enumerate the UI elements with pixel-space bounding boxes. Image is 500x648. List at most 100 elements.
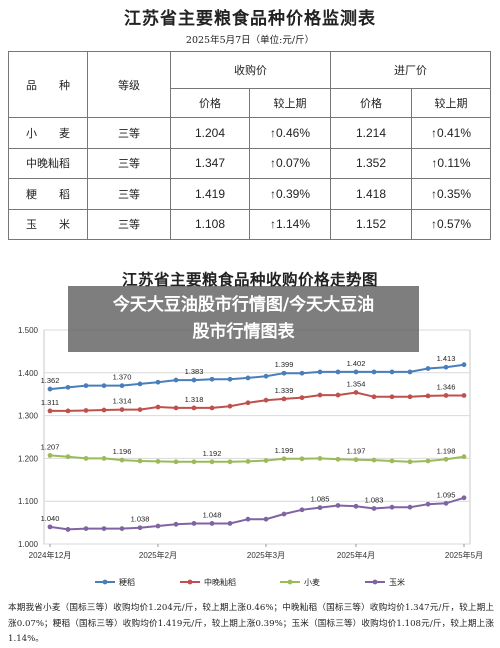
cell-variety: 小 麦 — [8, 117, 88, 149]
data-point — [371, 457, 377, 463]
data-label: 1.383 — [185, 367, 204, 376]
data-point — [155, 404, 161, 410]
data-point — [389, 458, 395, 464]
series-line-3 — [49, 496, 465, 531]
data-point — [335, 369, 341, 375]
data-point — [119, 526, 125, 531]
cell-factory-change: ↑0.57% — [411, 208, 491, 240]
data-point — [227, 521, 233, 526]
data-label: 1.083 — [365, 495, 384, 504]
legend-marker — [102, 579, 108, 585]
data-point — [425, 501, 431, 507]
data-point — [47, 386, 53, 392]
legend-label: 粳稻 — [119, 577, 135, 587]
legend-label: 小麦 — [304, 577, 320, 587]
header-grade: 等级 — [87, 51, 171, 118]
data-point — [407, 369, 413, 375]
data-label: 1.197 — [347, 447, 366, 456]
data-point — [101, 407, 107, 413]
cell-factory-change: ↑0.35% — [411, 178, 491, 210]
data-point — [245, 400, 251, 406]
data-point — [407, 504, 413, 510]
cell-purchase-change: ↑0.07% — [249, 147, 331, 179]
data-point — [137, 381, 143, 387]
data-label: 1.095 — [437, 490, 456, 499]
series-line-1 — [50, 391, 464, 412]
data-point — [461, 393, 467, 398]
data-point — [191, 521, 197, 526]
data-point — [425, 458, 431, 464]
data-label: 1.346 — [437, 382, 456, 391]
legend-label: 玉米 — [389, 577, 405, 587]
data-point — [65, 527, 71, 532]
data-label: 1.402 — [347, 359, 366, 368]
data-point — [119, 457, 125, 463]
x-tick-label: 2025年2月 — [139, 550, 177, 560]
header-purchase-price: 收购价 — [170, 51, 331, 89]
cell-purchase-change: ↑0.39% — [249, 178, 331, 210]
cell-purchase-change: ↑1.14% — [249, 208, 331, 240]
data-point — [245, 458, 251, 464]
data-point — [101, 526, 107, 531]
data-point — [299, 456, 305, 462]
price-table: 品 种 等级 收购价 进厂价 价格 较上期 价格 较上期 小 麦 三等 1.20… — [8, 51, 491, 240]
data-point — [353, 390, 359, 395]
data-point — [137, 407, 143, 413]
data-point — [281, 370, 287, 376]
data-point — [299, 395, 305, 401]
cell-purchase-price: 1.108 — [170, 208, 250, 240]
data-point — [65, 454, 71, 460]
data-label: 1.199 — [275, 446, 294, 455]
cell-factory-price: 1.352 — [330, 147, 412, 179]
data-point — [137, 525, 143, 531]
data-label: 1.040 — [41, 514, 60, 523]
data-point — [209, 459, 215, 465]
data-point — [65, 408, 71, 414]
data-point — [443, 500, 449, 506]
overlay-line-2: 股市行情图表 — [192, 322, 295, 342]
legend-marker — [372, 579, 378, 585]
table-row: 中晚籼稻 三等 1.347 ↑0.07% 1.352 ↑0.11% — [8, 147, 491, 179]
legend-label: 中晚籼稻 — [204, 577, 236, 587]
table-subheader-row: 价格 较上期 价格 较上期 — [9, 88, 491, 118]
cell-purchase-price: 1.419 — [170, 178, 250, 210]
data-point — [245, 375, 251, 381]
data-point — [353, 369, 359, 375]
data-point — [389, 369, 395, 375]
x-tick-label: 2024年12月 — [29, 550, 72, 560]
data-point — [371, 506, 377, 511]
data-point — [443, 393, 449, 398]
data-label: 1.354 — [347, 379, 366, 388]
data-point — [155, 458, 161, 464]
legend-marker — [287, 579, 293, 585]
data-point — [83, 383, 89, 389]
table-row: 玉 米 三等 1.108 ↑1.14% 1.152 ↑0.57% — [8, 208, 491, 240]
data-point — [335, 392, 341, 398]
data-point — [461, 454, 467, 460]
cell-grade: 三等 — [87, 147, 171, 179]
data-point — [263, 373, 269, 379]
series-line-2 — [49, 454, 465, 463]
data-point — [443, 456, 449, 462]
header-factory-price: 进厂价 — [330, 51, 491, 89]
data-point — [389, 504, 395, 510]
data-point — [263, 397, 269, 403]
document-title: 江苏省主要粮食品种价格监测表 — [124, 9, 376, 29]
document-date: 2025年5月7日（单位:元/斤） — [185, 35, 315, 46]
data-point — [317, 505, 323, 511]
data-point — [209, 521, 215, 526]
data-point — [299, 370, 305, 376]
data-point — [281, 511, 287, 517]
cell-purchase-change: ↑0.46% — [249, 117, 331, 149]
data-point — [83, 456, 89, 461]
cell-variety: 中晚籼稻 — [8, 147, 88, 179]
data-point — [119, 407, 125, 413]
data-point — [353, 457, 359, 463]
data-point — [425, 366, 431, 371]
cell-grade: 三等 — [87, 178, 171, 210]
watermark-overlay: 今天大豆油股市行情图/今天大豆油 股市行情图表 — [68, 286, 419, 352]
data-point — [83, 526, 89, 531]
subheader-factory-price: 价格 — [330, 88, 412, 118]
data-label: 1.362 — [41, 376, 60, 385]
